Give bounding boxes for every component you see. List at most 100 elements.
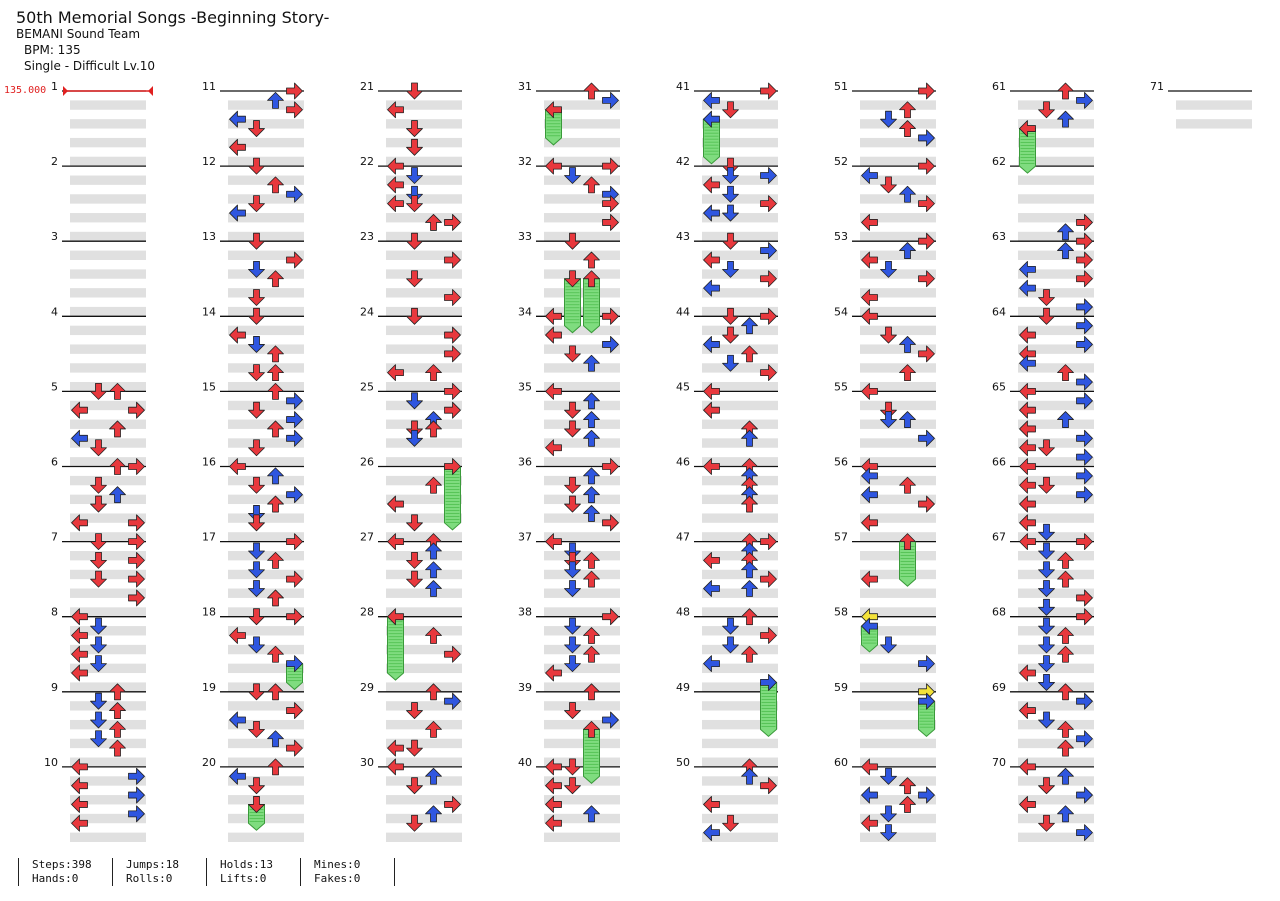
measure-number: 7 <box>51 531 58 544</box>
step-arrow-down <box>248 561 265 579</box>
beat-band <box>70 776 146 786</box>
step-arrow-right <box>602 608 619 626</box>
beat-band <box>386 137 462 148</box>
step-arrow-left <box>545 439 562 457</box>
step-arrow-right <box>918 270 935 288</box>
beat-band <box>386 400 462 411</box>
step-arrow-down <box>880 636 897 654</box>
step-arrow-up <box>109 420 126 438</box>
beat-band <box>70 607 146 617</box>
step-arrow-right <box>128 533 145 550</box>
step-arrow-up <box>425 542 442 560</box>
step-arrow-up <box>1057 683 1074 701</box>
step-arrow-right <box>760 627 777 644</box>
step-arrow-up <box>899 796 916 813</box>
song-title: 50th Memorial Songs -Beginning Story- <box>16 8 330 27</box>
step-arrow-right <box>760 82 777 100</box>
step-arrow-down <box>1038 101 1055 119</box>
beat-band <box>544 231 620 242</box>
step-arrow-down <box>90 551 107 569</box>
beat-band <box>544 137 620 148</box>
step-arrow-up <box>267 551 284 569</box>
step-arrow-left <box>861 514 878 532</box>
step-arrow-up <box>741 317 758 335</box>
step-arrow-down <box>1038 561 1055 579</box>
step-arrow-down <box>564 551 581 569</box>
step-arrow-down <box>406 195 423 213</box>
beat-band <box>70 438 146 448</box>
beat-band <box>544 175 620 185</box>
step-arrow-left <box>545 307 562 325</box>
step-arrow-right <box>760 167 777 184</box>
step-arrow-right <box>286 429 303 447</box>
step-arrow-up <box>583 467 600 485</box>
step-arrow-left <box>1019 260 1036 278</box>
step-arrow-down <box>1038 542 1055 560</box>
stats-col-1: Steps:398 Hands:0 <box>18 858 126 886</box>
step-arrow-down <box>564 495 581 513</box>
step-arrow-left <box>703 279 720 297</box>
beat-band <box>386 250 462 260</box>
beat-band <box>544 156 620 167</box>
step-arrow-down <box>564 561 581 579</box>
step-arrow-right <box>760 533 777 550</box>
beat-band <box>386 100 462 110</box>
beat-band <box>386 607 462 617</box>
step-arrow-down <box>406 702 423 719</box>
beat-band <box>544 419 620 429</box>
beat-band <box>228 701 304 711</box>
step-arrow-right <box>444 458 461 475</box>
stat-mines: Mines:0 <box>314 858 361 871</box>
step-arrow-down <box>564 777 581 795</box>
measure-number: 66 <box>992 456 1006 469</box>
step-arrow-down <box>722 260 739 278</box>
step-arrow-left <box>861 382 878 400</box>
step-arrow-left <box>703 458 720 475</box>
stat-lifts: Lifts:0 <box>220 872 267 885</box>
step-arrow-right <box>286 185 303 203</box>
beat-band <box>860 569 936 580</box>
step-arrow-left <box>229 204 246 222</box>
measure-number: 13 <box>202 230 216 243</box>
step-arrow-down <box>90 476 107 494</box>
step-arrow-left <box>229 138 246 156</box>
beat-band <box>228 363 304 373</box>
beat-band <box>1018 701 1094 711</box>
step-arrow-left <box>1019 326 1036 344</box>
beat-band <box>860 457 936 467</box>
beat-band <box>1018 269 1094 279</box>
step-arrow-up <box>583 627 600 644</box>
step-arrow-up <box>425 720 442 738</box>
beat-band <box>1018 757 1094 767</box>
step-arrow-left <box>861 467 878 485</box>
beat-band <box>702 400 778 411</box>
beat-band <box>544 550 620 561</box>
beat-band <box>544 306 620 317</box>
step-arrow-down <box>248 796 265 813</box>
step-arrow-left <box>229 326 246 344</box>
step-arrow-down <box>90 382 107 400</box>
step-arrow-down <box>406 777 423 795</box>
step-arrow-up <box>1057 767 1074 785</box>
step-arrow-up <box>583 486 600 504</box>
beat-band <box>702 194 778 204</box>
beat-band <box>702 644 778 655</box>
beat-band <box>860 363 936 373</box>
step-arrow-up <box>583 805 600 823</box>
step-arrow-right <box>1076 298 1093 316</box>
beat-band <box>70 137 146 148</box>
beat-band <box>1018 550 1094 561</box>
step-arrow-up <box>583 505 600 522</box>
step-arrow-right <box>286 702 303 719</box>
beat-band <box>70 382 146 392</box>
step-arrow-left <box>229 767 246 785</box>
measure-number: 51 <box>834 80 848 93</box>
step-arrow-down <box>406 307 423 325</box>
beat-band <box>1018 175 1094 185</box>
beat-band <box>860 419 936 429</box>
step-arrow-down <box>248 260 265 278</box>
step-arrow-up <box>1057 720 1074 738</box>
step-arrow-up <box>899 476 916 494</box>
beat-band <box>228 269 304 279</box>
beat-band <box>228 325 304 336</box>
